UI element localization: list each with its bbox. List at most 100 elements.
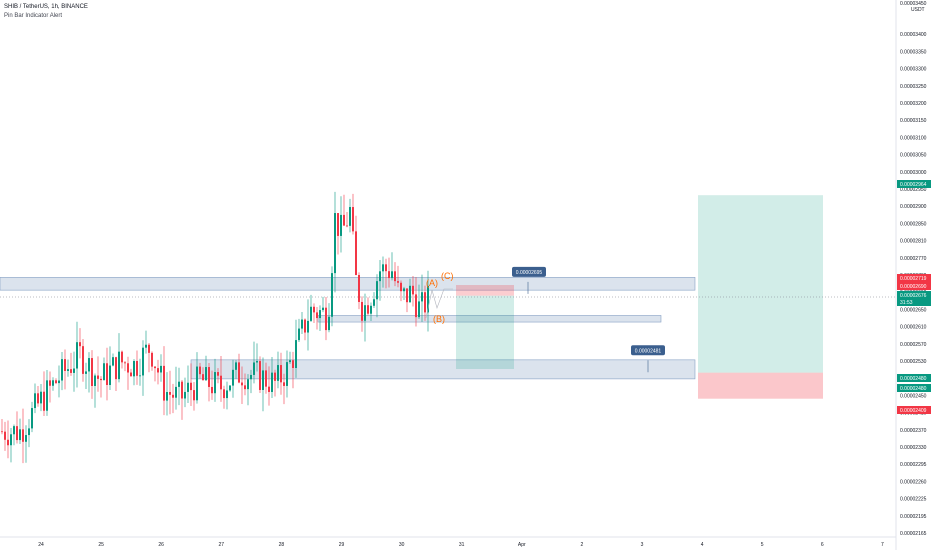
candle-up[interactable]	[178, 381, 180, 387]
candle-down[interactable]	[265, 370, 267, 387]
candle-down[interactable]	[70, 369, 72, 373]
candle-up[interactable]	[250, 374, 252, 380]
price-tag[interactable]	[897, 274, 931, 282]
price-tag[interactable]	[897, 291, 931, 299]
candle-up[interactable]	[319, 310, 321, 319]
candle-down[interactable]	[412, 285, 414, 295]
candle-up[interactable]	[403, 288, 405, 292]
candle-down[interactable]	[193, 390, 195, 401]
candle-down[interactable]	[148, 344, 150, 353]
candle-down[interactable]	[268, 386, 270, 392]
candle-down[interactable]	[190, 382, 192, 391]
candle-down[interactable]	[64, 359, 66, 371]
candle-up[interactable]	[298, 328, 300, 341]
candle-down[interactable]	[169, 392, 171, 395]
candle-up[interactable]	[328, 316, 330, 331]
candle-up[interactable]	[214, 372, 216, 394]
price-tag[interactable]	[897, 282, 931, 290]
price-tag[interactable]	[897, 180, 931, 188]
candle-up[interactable]	[166, 392, 168, 401]
candle-down[interactable]	[244, 385, 246, 390]
candle-down[interactable]	[208, 367, 210, 387]
candle-down[interactable]	[241, 382, 243, 386]
candle-up[interactable]	[418, 301, 420, 318]
candle-down[interactable]	[163, 365, 165, 401]
candle-up[interactable]	[13, 426, 15, 435]
candle-up[interactable]	[76, 342, 78, 369]
candle-up[interactable]	[187, 382, 189, 392]
candle-up[interactable]	[67, 369, 69, 371]
candle-down[interactable]	[37, 393, 39, 404]
candle-down[interactable]	[202, 374, 204, 381]
candle-down[interactable]	[1, 431, 3, 433]
candle-down[interactable]	[130, 372, 132, 377]
candle-down[interactable]	[400, 282, 402, 292]
candle-down[interactable]	[4, 431, 6, 440]
candle-up[interactable]	[235, 362, 237, 370]
candle-down[interactable]	[352, 207, 354, 232]
candle-up[interactable]	[340, 214, 342, 236]
candle-up[interactable]	[382, 264, 384, 272]
long-position-loss[interactable]	[698, 372, 823, 399]
candle-down[interactable]	[274, 372, 276, 381]
candle-up[interactable]	[262, 370, 264, 390]
candle-up[interactable]	[253, 362, 255, 375]
price-callout-box[interactable]	[631, 345, 665, 356]
candle-up[interactable]	[34, 393, 36, 409]
candle-down[interactable]	[394, 271, 396, 282]
candle-down[interactable]	[313, 306, 315, 313]
candle-down[interactable]	[346, 225, 348, 227]
candle-down[interactable]	[100, 378, 102, 381]
wave-path[interactable]	[425, 288, 453, 319]
candle-up[interactable]	[58, 380, 60, 384]
candle-down[interactable]	[43, 391, 45, 411]
short-position-profit[interactable]	[456, 295, 514, 369]
candle-down[interactable]	[7, 439, 9, 446]
candle-down[interactable]	[283, 382, 285, 386]
candle-down[interactable]	[49, 380, 51, 386]
candle-up[interactable]	[52, 380, 54, 386]
candle-down[interactable]	[238, 362, 240, 383]
candle-down[interactable]	[316, 312, 318, 319]
candle-up[interactable]	[331, 273, 333, 317]
zone-support[interactable]	[317, 315, 662, 323]
candle-down[interactable]	[82, 346, 84, 374]
candle-up[interactable]	[10, 434, 12, 446]
candle-up[interactable]	[88, 358, 90, 372]
indicator-label[interactable]: Pin Bar Indicator Alert	[4, 13, 63, 19]
candle-down[interactable]	[217, 372, 219, 376]
candle-up[interactable]	[25, 435, 27, 442]
candle-down[interactable]	[406, 288, 408, 303]
candle-down[interactable]	[157, 368, 159, 373]
candle-up[interactable]	[94, 375, 96, 387]
candle-down[interactable]	[388, 271, 390, 279]
candle-down[interactable]	[397, 281, 399, 283]
candle-down[interactable]	[415, 294, 417, 318]
candle-down[interactable]	[385, 264, 387, 272]
zone-resistance[interactable]	[0, 277, 696, 291]
candle-up[interactable]	[139, 375, 141, 377]
candle-down[interactable]	[91, 358, 93, 387]
candle-up[interactable]	[196, 366, 198, 401]
candle-up[interactable]	[229, 385, 231, 391]
candle-up[interactable]	[322, 307, 324, 311]
candle-down[interactable]	[358, 275, 360, 302]
short-position-loss[interactable]	[456, 285, 514, 296]
candle-up[interactable]	[334, 213, 336, 274]
candle-down[interactable]	[124, 362, 126, 364]
candle-up[interactable]	[376, 281, 378, 300]
candle-up[interactable]	[271, 372, 273, 392]
candle-up[interactable]	[364, 305, 366, 321]
candle-down[interactable]	[361, 301, 363, 321]
candle-up[interactable]	[370, 305, 372, 314]
candle-down[interactable]	[355, 231, 357, 276]
candle-down[interactable]	[151, 352, 153, 367]
candle-up[interactable]	[160, 365, 162, 373]
candle-down[interactable]	[115, 357, 117, 380]
candle-up[interactable]	[409, 285, 411, 303]
candle-up[interactable]	[184, 391, 186, 399]
candle-up[interactable]	[286, 362, 288, 386]
candle-up[interactable]	[103, 363, 105, 381]
candle-up[interactable]	[421, 292, 423, 302]
